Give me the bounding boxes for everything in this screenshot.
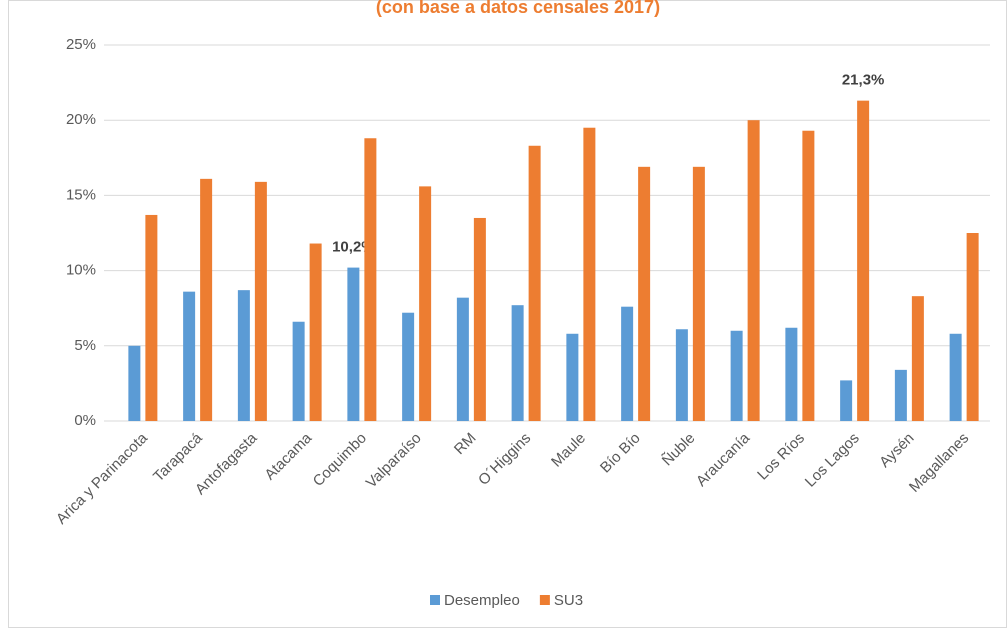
y-tick-label: 25% [66, 36, 96, 53]
bar [692, 166, 705, 421]
chart-border [8, 0, 1007, 628]
bar [583, 127, 596, 421]
bar [621, 306, 634, 421]
chart-title: (con base a datos censales 2017) [376, 0, 660, 17]
bar [309, 243, 322, 421]
bar [638, 166, 651, 421]
bar [200, 178, 213, 421]
bar [456, 297, 469, 421]
y-tick-label: 20% [66, 111, 96, 128]
bar [473, 217, 486, 421]
legend-swatch [539, 595, 550, 605]
bar [785, 327, 798, 421]
data-label: 10,2% [332, 239, 375, 256]
y-tick-label: 15% [66, 186, 96, 203]
bar [566, 333, 579, 421]
data-label: 21,3% [842, 72, 885, 89]
bar [949, 333, 962, 421]
y-tick-label: 10% [66, 262, 96, 279]
bar [802, 130, 815, 421]
bar [511, 305, 524, 421]
bar [145, 214, 158, 421]
bar [911, 296, 924, 421]
bar [347, 267, 360, 421]
bar [730, 330, 743, 421]
bar [183, 291, 196, 421]
bar [292, 321, 305, 421]
bar [966, 233, 979, 421]
bar [254, 181, 267, 421]
legend-label: SU3 [554, 592, 583, 609]
y-tick-label: 0% [74, 412, 96, 429]
bar [237, 290, 250, 421]
bar [894, 369, 907, 421]
bar [402, 312, 415, 421]
y-tick-label: 5% [74, 337, 96, 354]
bar [857, 100, 870, 421]
bar [747, 120, 760, 421]
bar [528, 145, 541, 421]
legend-swatch [430, 595, 440, 605]
bar [364, 138, 377, 422]
legend-label: Desempleo [444, 592, 520, 609]
bar [128, 345, 141, 421]
bar [419, 186, 432, 421]
bar [675, 329, 688, 421]
bar [840, 380, 853, 421]
